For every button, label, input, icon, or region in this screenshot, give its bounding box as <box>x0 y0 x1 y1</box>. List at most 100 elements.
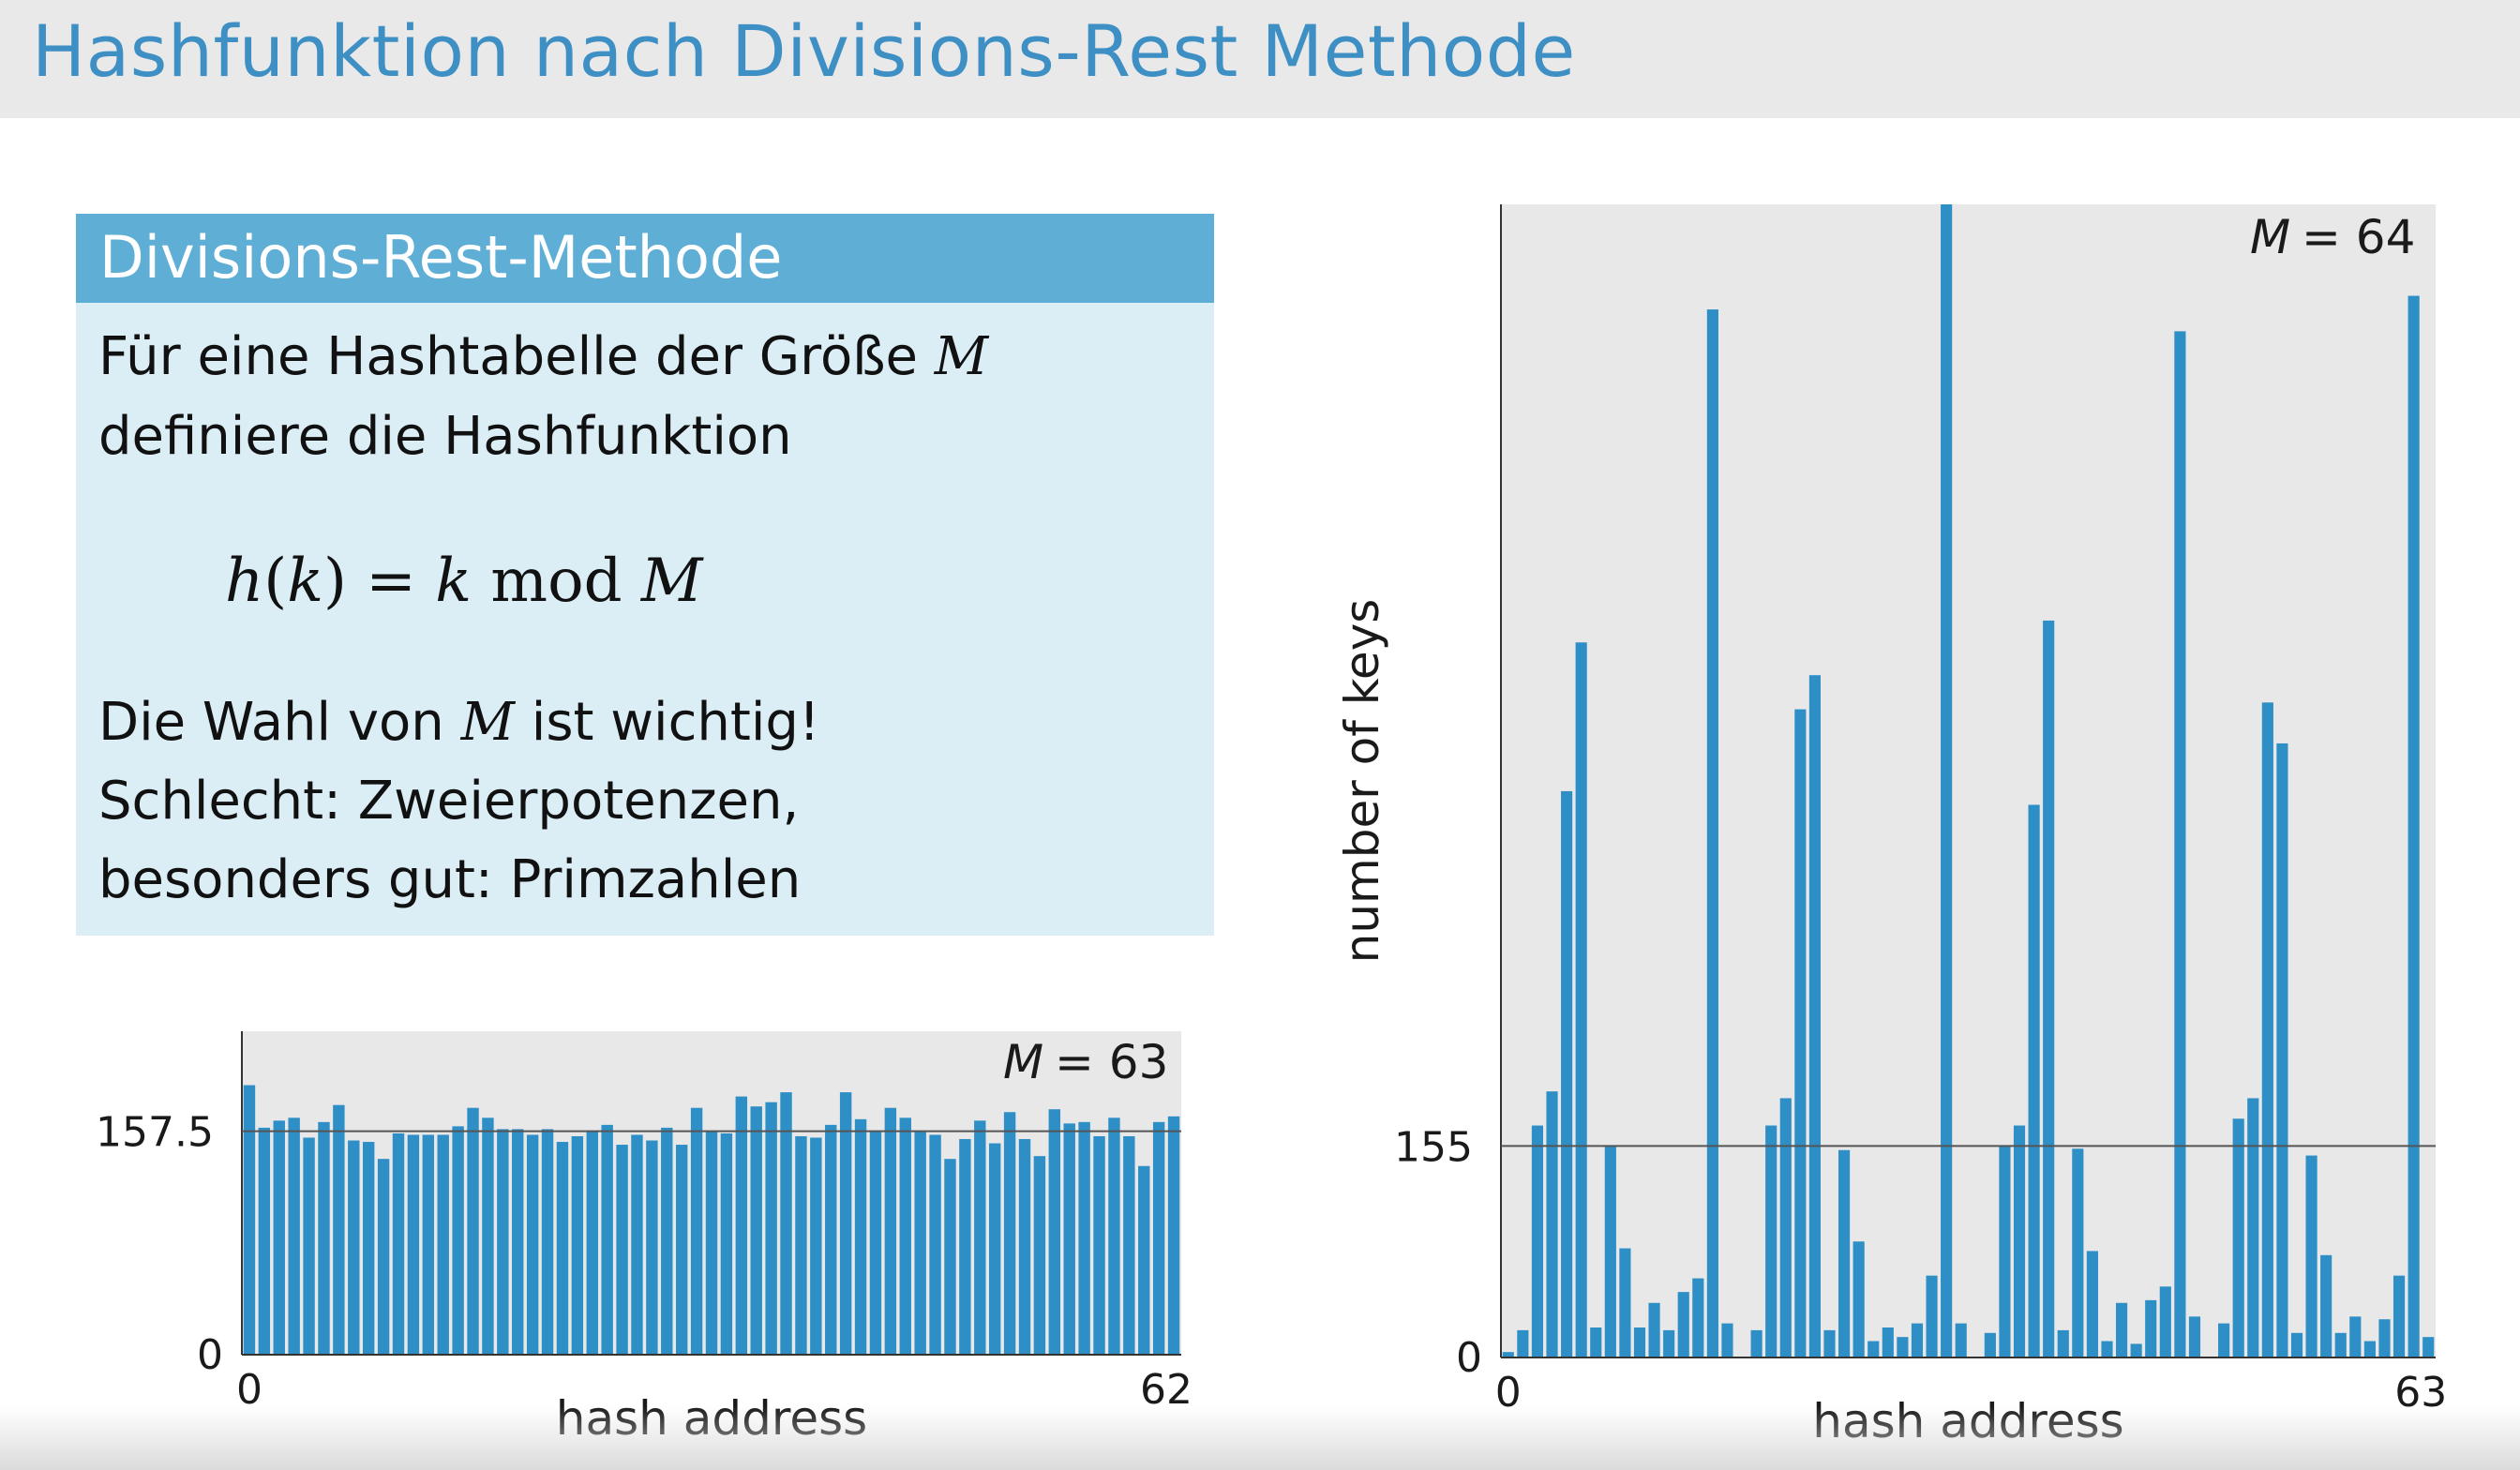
x-axis-label: hash address <box>1812 1394 2123 1448</box>
bar <box>869 1130 882 1355</box>
bar <box>2130 1343 2142 1358</box>
bar <box>2057 1329 2069 1358</box>
bar <box>1868 1341 1880 1358</box>
legend-value: = 63 <box>1055 1035 1168 1089</box>
bar <box>601 1124 613 1355</box>
definition-box: Divisions-Rest-Methode Für eine Hashtabe… <box>76 214 1214 936</box>
x-tick-label: 62 <box>1140 1366 1192 1414</box>
bottom-shadow <box>0 1406 2520 1470</box>
bar <box>1765 1125 1778 1358</box>
bar <box>810 1137 822 1355</box>
bar <box>1779 1098 1792 1358</box>
bar <box>899 1118 911 1355</box>
definition-box-header: Divisions-Rest-Methode <box>76 214 1214 303</box>
bar <box>2188 1316 2201 1358</box>
y-tick-label: 155 <box>1394 1123 1473 1171</box>
bar <box>2174 331 2186 1358</box>
slide-title: Hashfunktion nach Divisions-Rest Methode <box>32 9 1576 93</box>
legend-variable: M <box>1003 1035 1043 1089</box>
definition-line-1: Für eine Hashtabelle der Größe M <box>98 326 988 387</box>
formula-k-rhs: k <box>435 547 472 616</box>
variable-m: M <box>460 692 515 753</box>
bar <box>1677 1292 1689 1358</box>
definition-line-3-pre: Die Wahl von <box>98 692 444 753</box>
bar <box>2305 1155 2318 1358</box>
bar <box>705 1132 718 1355</box>
bar <box>616 1145 628 1355</box>
bar <box>2422 1337 2435 1358</box>
bar <box>497 1129 509 1355</box>
bar <box>318 1121 330 1355</box>
bar <box>1911 1323 1924 1358</box>
bar <box>2320 1254 2332 1358</box>
bar <box>392 1132 405 1355</box>
bar <box>1648 1302 1660 1358</box>
bar <box>735 1096 748 1355</box>
bar <box>2408 295 2420 1358</box>
formula-paren-close: ) <box>322 547 347 616</box>
bar <box>586 1130 598 1355</box>
bar <box>482 1118 494 1355</box>
bar <box>750 1106 762 1355</box>
bar <box>1167 1116 1180 1355</box>
formula-paren-open: ( <box>263 547 288 616</box>
definition-line-2: definiere die Hashfunktion <box>98 406 792 467</box>
bar <box>884 1107 897 1355</box>
bar <box>333 1104 345 1355</box>
formula-h: h <box>225 547 264 616</box>
bar <box>1692 1278 1704 1358</box>
bar <box>1926 1275 1938 1358</box>
definition-line-5: besonders gut: Primzahlen <box>98 849 802 910</box>
bar <box>2363 1341 2376 1358</box>
bar <box>974 1120 986 1355</box>
bar <box>1003 1112 1016 1355</box>
bar <box>303 1137 315 1355</box>
bar <box>1750 1329 1762 1358</box>
bar <box>661 1127 673 1355</box>
x-tick-label: 0 <box>1495 1369 1522 1417</box>
bar <box>1018 1139 1031 1355</box>
bar <box>2349 1316 2362 1358</box>
bar <box>1108 1118 1120 1355</box>
bar <box>362 1142 375 1355</box>
bar <box>258 1127 271 1355</box>
bar <box>348 1140 360 1355</box>
definition-line-4: Schlecht: Zweierpotenzen, <box>98 771 800 832</box>
bar <box>1604 1146 1616 1358</box>
bar <box>959 1139 971 1355</box>
bar <box>288 1118 300 1355</box>
bar <box>377 1159 390 1355</box>
bar <box>437 1134 449 1355</box>
title-bar: Hashfunktion nach Divisions-Rest Methode <box>0 0 2520 118</box>
bar <box>2043 620 2055 1358</box>
bar <box>1575 642 1587 1358</box>
x-tick-label: 0 <box>236 1366 262 1414</box>
bar <box>273 1120 285 1355</box>
bar <box>1590 1327 1602 1358</box>
bar <box>1955 1323 1967 1358</box>
bar <box>839 1092 852 1355</box>
bar <box>2101 1341 2113 1358</box>
definition-line-3-post: ist wichtig! <box>531 692 820 753</box>
bar <box>2072 1148 2084 1358</box>
bar <box>1941 204 1953 1358</box>
bar <box>1663 1329 1675 1358</box>
y-axis-label: number of keys <box>1335 599 1389 964</box>
bar <box>765 1102 777 1355</box>
formula-m: M <box>640 547 703 616</box>
formula-equals: = <box>366 547 416 616</box>
bar <box>720 1132 733 1355</box>
bar <box>1882 1327 1894 1358</box>
bar <box>512 1129 524 1355</box>
bar <box>1852 1241 1865 1358</box>
bar <box>1138 1165 1150 1355</box>
bar <box>1063 1123 1075 1355</box>
bar <box>2218 1323 2230 1358</box>
bar <box>795 1135 807 1355</box>
bar <box>1517 1329 1529 1358</box>
bar <box>675 1145 688 1355</box>
bar <box>2247 1098 2259 1358</box>
bar <box>1123 1135 1135 1355</box>
bar <box>1823 1329 1836 1358</box>
y-tick-label: 157.5 <box>96 1109 214 1157</box>
